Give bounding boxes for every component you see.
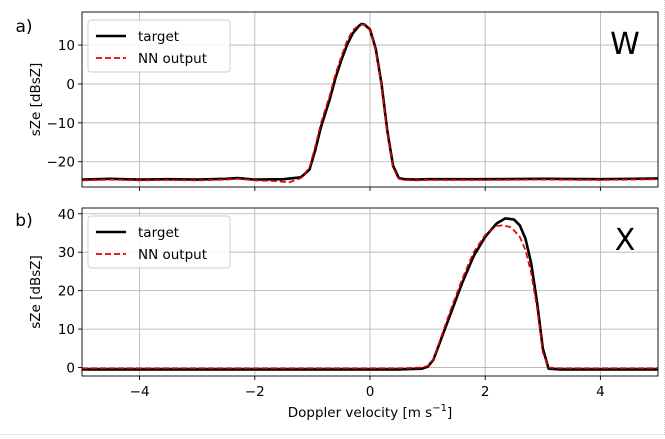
series-line-nn-output (82, 224, 658, 370)
y-axis-label: sZe [dBsZ] (28, 255, 44, 329)
x-axis-label-sup: −1 (432, 403, 447, 414)
y-tick-label: −20 (47, 155, 76, 171)
y-axis-label: sZe [dBsZ] (28, 63, 44, 137)
legend-label-nn-output: NN output (138, 247, 207, 263)
series-line-nn-output (82, 23, 658, 184)
x-tick-label: 0 (366, 384, 375, 400)
legend-label-target: target (138, 29, 179, 45)
panel-label: b) (15, 211, 32, 231)
y-tick-label: 10 (58, 38, 75, 54)
band-label: W (610, 27, 640, 62)
x-tick-label: 2 (481, 384, 490, 400)
y-tick-label: 40 (58, 207, 75, 223)
x-axis-label-main: Doppler velocity [m s (288, 405, 433, 421)
y-tick-label: 30 (58, 245, 75, 261)
y-tick-label: 0 (66, 361, 75, 377)
legend-label-target: target (138, 225, 179, 241)
y-tick-label: 0 (66, 77, 75, 93)
x-axis-label-end: ] (447, 405, 452, 421)
x-tick-label: −2 (245, 384, 265, 400)
x-axis-label: Doppler velocity [m s−1] (288, 403, 453, 421)
panel-label: a) (15, 17, 32, 37)
y-tick-label: −10 (47, 116, 76, 132)
legend: target NN output (87, 19, 231, 73)
legend-label-nn-output: NN output (138, 51, 207, 67)
legend: target NN output (87, 215, 231, 269)
legend-box (87, 19, 231, 73)
panel-b: −4 −2 0 2 4 40 30 20 10 0 sZe [dBsZ] Doppler veloci… (15, 207, 659, 421)
x-tick-label: −4 (130, 384, 150, 400)
y-tick-label: 10 (58, 322, 75, 338)
x-tick-label: 4 (596, 384, 605, 400)
y-tick-label: 20 (58, 284, 75, 300)
band-label: X (615, 223, 636, 258)
legend-box (87, 215, 231, 269)
